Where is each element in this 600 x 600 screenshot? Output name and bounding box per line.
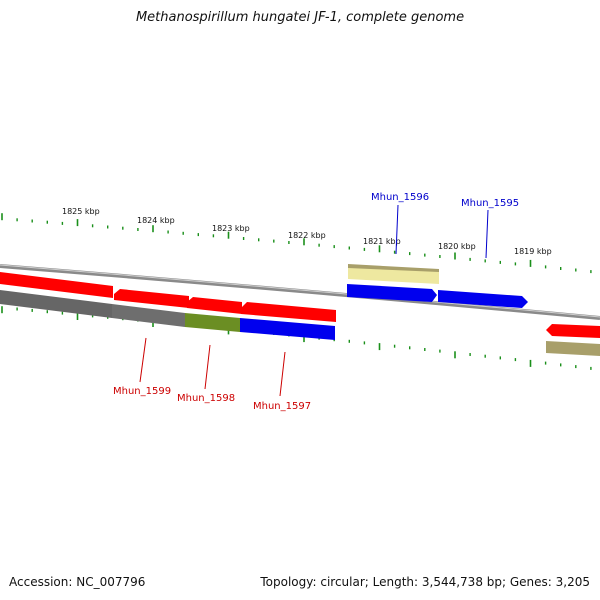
outer-tick-track <box>1 213 592 274</box>
scale-label: 1823 kbp <box>212 224 250 233</box>
gene-label-mhun-1599: Mhun_1599 <box>113 386 171 397</box>
genome-summary-text: Topology: circular; Length: 3,544,738 bp… <box>260 575 590 589</box>
scale-label: 1821 kbp <box>363 237 401 246</box>
forward-strand <box>0 264 600 356</box>
gene-arrow[interactable] <box>0 272 113 298</box>
gene-label-mhun-1597: Mhun_1597 <box>253 401 311 412</box>
gene-arrow[interactable] <box>438 290 528 308</box>
scale-label: 1820 kbp <box>438 242 476 251</box>
gene-label-mhun-1598: Mhun_1598 <box>177 393 235 404</box>
gene-arrow[interactable] <box>241 302 336 322</box>
feature-bar[interactable] <box>546 341 600 356</box>
genome-backbone <box>0 264 600 320</box>
gene-arrow[interactable] <box>546 324 600 338</box>
gene-labels: Mhun_1596 Mhun_1595 Mhun_1599 Mhun_1598 … <box>113 192 519 412</box>
rna-bar[interactable] <box>0 290 112 318</box>
gene-arrow[interactable] <box>347 284 437 302</box>
leader-line <box>204 344 211 390</box>
gene-arrow[interactable] <box>114 289 189 308</box>
scale-label: 1824 kbp <box>137 216 175 225</box>
leader-line <box>139 337 147 383</box>
map-title: Methanospirillum hungatei JF-1, complete… <box>135 10 465 25</box>
gene-label-mhun-1595: Mhun_1595 <box>461 198 519 209</box>
leader-line <box>485 209 489 259</box>
scale-label: 1825 kbp <box>62 207 100 216</box>
accession-text: Accession: NC_007796 <box>9 575 146 589</box>
gene-arrow[interactable] <box>240 318 335 340</box>
scale-label: 1819 kbp <box>514 247 552 256</box>
leader-line <box>279 351 286 397</box>
gene-arrow[interactable] <box>187 297 242 314</box>
gene-label-mhun-1596: Mhun_1596 <box>371 192 429 203</box>
backbone-highlight <box>0 264 600 318</box>
pseudogene-bar-top <box>348 264 439 272</box>
rna-bar[interactable] <box>112 304 185 327</box>
reverse-strand <box>0 290 335 340</box>
feature-bar-olive[interactable] <box>185 313 240 332</box>
scale-label: 1822 kbp <box>288 231 326 240</box>
leader-line <box>395 204 399 255</box>
scale-labels: 1825 kbp 1824 kbp 1823 kbp 1822 kbp 1821… <box>62 207 552 256</box>
